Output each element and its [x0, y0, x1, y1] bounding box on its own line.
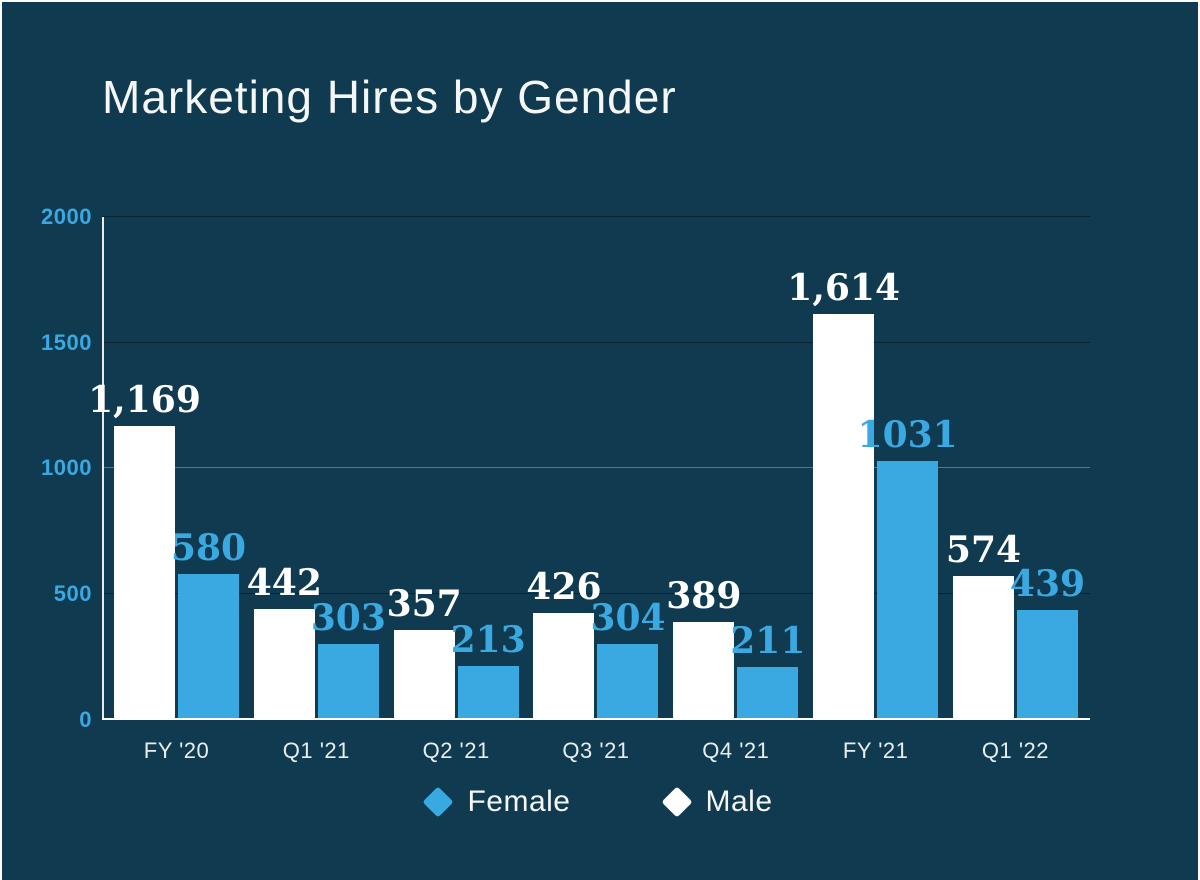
male-value-label: 1,169: [88, 379, 201, 421]
female-value-label: 1031: [857, 414, 958, 456]
y-tick-label-2000: 2000: [41, 204, 92, 229]
male-bar: 442: [247, 565, 322, 720]
bar-group-q2-21: 357 213 Q2 '21: [387, 586, 526, 763]
female-bar: 211: [730, 623, 805, 720]
x-axis-label: Q4 '21: [702, 738, 770, 763]
male-bar: 426: [526, 569, 602, 720]
male-value-label: 574: [945, 529, 1022, 571]
bar-group-q1-21: 442 303 Q1 '21: [247, 565, 386, 763]
male-bar: 1,614: [787, 270, 900, 720]
bars-row: 1,169 580 FY '20 442 303 Q1 '21 357 213 Q2 '21 42…: [88, 270, 1090, 763]
bar-group-q3-21: 426 304 Q3 '21: [526, 569, 666, 763]
female-diamond-icon: [422, 786, 455, 818]
bar-group-fy-20: 1,169 580 FY '20: [88, 382, 246, 763]
chart-title: Marketing Hires by Gender: [102, 71, 677, 123]
y-tick-label-0: 0: [79, 707, 92, 732]
x-axis-label: FY '20: [143, 738, 210, 763]
bar-group-q1-22: 574 439 Q1 '22: [946, 532, 1085, 763]
gridline-2000: [102, 216, 1090, 217]
female-value-label: 213: [450, 619, 526, 661]
x-axis-label: Q1 '21: [282, 738, 350, 763]
female-bar: 439: [1010, 566, 1085, 720]
male-bar: 389: [666, 578, 741, 720]
x-axis-label: Q3 '21: [562, 738, 630, 763]
female-value-label: 211: [730, 620, 806, 662]
x-axis-line: [102, 718, 1090, 720]
y-tick-label-1000: 1000: [41, 455, 92, 480]
female-value-label: 439: [1009, 563, 1086, 605]
male-value-label: 389: [666, 575, 742, 617]
legend-label-female: Female: [467, 785, 571, 818]
bar-group-fy-21: 1,614 1031 FY '21: [787, 270, 958, 763]
x-axis-label: Q2 '21: [422, 738, 490, 763]
female-bar: 580: [171, 530, 246, 720]
gridline-1000: [102, 467, 1090, 468]
y-tick-label-500: 500: [53, 581, 92, 606]
female-bar: 213: [451, 622, 526, 720]
gridline-1500: [102, 342, 1090, 343]
male-value-label: 1,614: [787, 267, 901, 309]
y-axis-line: [102, 217, 104, 720]
plot-area: 0 500 1000 1500 2000 1,169 580 FY '20 442 303 Q1 …: [41, 206, 1090, 763]
male-diamond-icon: [660, 786, 693, 818]
x-axis-label: FY '21: [842, 738, 909, 763]
female-bar: 303: [311, 600, 386, 720]
male-value-label: 357: [386, 583, 462, 625]
y-tick-label-1500: 1500: [41, 330, 92, 355]
female-value-label: 304: [590, 597, 666, 639]
female-bar: 1031: [858, 417, 958, 720]
legend: Female Male: [2, 785, 1198, 819]
female-bar: 304: [590, 600, 666, 720]
gridline-500: [102, 593, 1090, 594]
bar-group-q4-21: 389 211 Q4 '21: [666, 578, 805, 763]
male-value-label: 426: [526, 566, 602, 608]
legend-item-male: Male: [660, 785, 773, 819]
male-bar: 574: [946, 532, 1021, 720]
male-bar: 357: [387, 586, 462, 720]
male-value-label: 442: [246, 562, 322, 604]
legend-item-female: Female: [422, 785, 571, 819]
legend-label-male: Male: [705, 785, 773, 818]
x-axis-label: Q1 '22: [981, 738, 1050, 763]
female-value-label: 303: [310, 597, 386, 639]
female-value-label: 580: [170, 527, 247, 569]
male-bar: 1,169: [88, 382, 201, 720]
